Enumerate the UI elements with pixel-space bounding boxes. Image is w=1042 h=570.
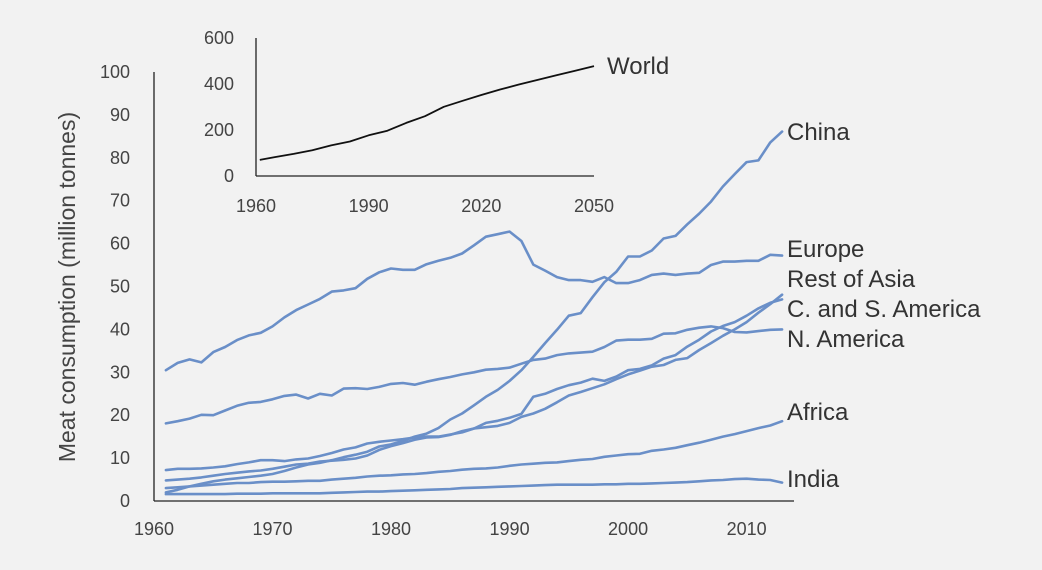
series-label-rest-of-asia: Rest of Asia [787,266,916,293]
series-line-c-and-s-america [164,298,784,472]
x-tick-label: 2010 [727,519,767,539]
y-tick-label: 70 [110,191,130,211]
series-label-c-and-s-america: C. and S. America [787,296,981,323]
inset-series-labels: World [607,53,669,80]
series-line-india [164,477,784,496]
y-tick-label: 20 [110,405,130,425]
series-label-india: India [787,466,840,493]
inset-y-tick-label: 600 [204,28,234,48]
y-tick-label: 100 [100,62,130,82]
main-series-lines [164,130,784,496]
inset-series-lines [259,65,595,161]
inset-y-tick-label: 400 [204,74,234,94]
y-tick-label: 50 [110,277,130,297]
inset-x-tick-label: 1990 [349,196,389,216]
series-label-china: China [787,119,850,146]
y-tick-label: 90 [110,105,130,125]
x-tick-label: 1990 [490,519,530,539]
main-plot: 0 10 20 30 40 50 60 70 80 90 100 1960 1970 1980 1990 2… [100,62,981,539]
y-tick-label: 40 [110,319,130,339]
series-line-rest-of-asia [164,293,784,482]
x-tick-label: 2000 [608,519,648,539]
series-label-africa: Africa [787,399,849,426]
inset-y-tick-label: 0 [224,166,234,186]
series-label-n-america: N. America [787,326,905,353]
y-tick-label: 60 [110,234,130,254]
y-tick-label: 10 [110,448,130,468]
inset-plot: 0 200 400 600 1960 1990 2020 2050 World [204,28,669,216]
inset-y-tick-labels: 0 200 400 600 [204,28,234,186]
series-line-world [259,65,595,161]
main-series-labels: China Europe Rest of Asia C. and S. America… [787,119,981,493]
x-tick-label: 1960 [134,519,174,539]
y-axis-title: Meat consumption (million tonnes) [54,112,80,462]
inset-x-tick-labels: 1960 1990 2020 2050 [236,196,614,216]
y-tick-label: 0 [120,491,130,511]
y-tick-label: 30 [110,362,130,382]
inset-x-tick-label: 2020 [461,196,501,216]
series-label-europe: Europe [787,236,864,263]
series-line-africa [164,419,784,490]
inset-x-tick-label: 2050 [574,196,614,216]
series-line-europe [164,230,784,372]
main-x-tick-labels: 1960 1970 1980 1990 2000 2010 [134,519,767,539]
main-y-tick-labels: 0 10 20 30 40 50 60 70 80 90 100 [100,62,130,511]
inset-y-tick-label: 200 [204,120,234,140]
inset-x-tick-label: 1960 [236,196,276,216]
x-tick-label: 1980 [371,519,411,539]
y-tick-label: 80 [110,148,130,168]
x-tick-label: 1970 [252,519,292,539]
series-line-n-america [164,325,784,425]
series-line-china [164,130,784,494]
series-label-world: World [607,53,669,80]
